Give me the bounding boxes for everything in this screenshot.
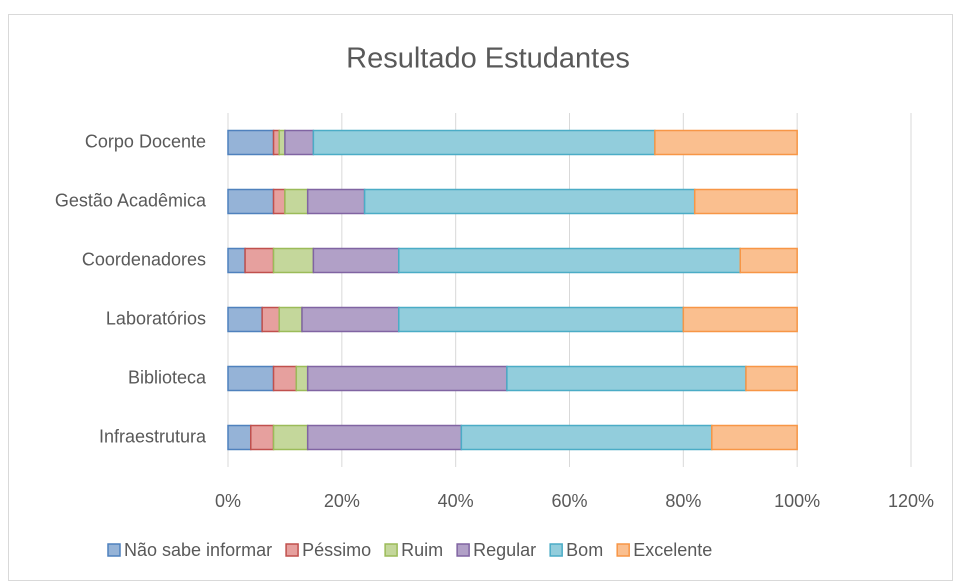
bar-segment xyxy=(398,306,685,333)
legend-label: Péssimo xyxy=(302,540,371,560)
bar-segment xyxy=(227,247,246,274)
x-tick-label: 20% xyxy=(324,491,360,511)
legend-label: Excelente xyxy=(633,540,712,560)
bar-segment xyxy=(227,306,263,333)
x-tick-label: 120% xyxy=(888,491,934,511)
legend-swatch xyxy=(456,543,470,557)
bar-segment xyxy=(306,424,463,451)
bar-segment xyxy=(301,306,400,333)
y-tick-label: Coordenadores xyxy=(82,249,206,269)
legend-label: Ruim xyxy=(401,540,443,560)
x-tick-label: 80% xyxy=(665,491,701,511)
bar-segment xyxy=(711,424,798,451)
legend-label: Bom xyxy=(566,540,603,560)
bar-segment xyxy=(398,247,741,274)
x-tick-label: 0% xyxy=(215,491,241,511)
bar-segment xyxy=(284,129,315,156)
y-tick-label: Laboratórios xyxy=(106,308,206,328)
bar-segment xyxy=(227,424,252,451)
legend-swatch xyxy=(107,543,121,557)
x-tick-label: 60% xyxy=(551,491,587,511)
bar-segment xyxy=(693,188,798,215)
bar-segment xyxy=(272,188,286,215)
bar-segment xyxy=(272,424,309,451)
legend-label: Não sabe informar xyxy=(124,540,272,560)
chart-frame xyxy=(8,14,953,581)
legend-swatch xyxy=(616,543,630,557)
y-tick-label: Corpo Docente xyxy=(85,131,206,151)
bar-segment xyxy=(272,129,280,156)
bar-segment xyxy=(272,365,298,392)
y-tick-label: Gestão Acadêmica xyxy=(55,190,207,210)
bar-segment xyxy=(739,247,798,274)
bar-segment xyxy=(654,129,798,156)
x-tick-label: 100% xyxy=(774,491,820,511)
bar-segment xyxy=(363,188,696,215)
legend-swatch xyxy=(384,543,398,557)
bar-segment xyxy=(278,129,286,156)
bar-segment xyxy=(312,129,656,156)
bar-segment xyxy=(278,306,303,333)
y-tick-label: Biblioteca xyxy=(128,367,207,387)
bar-segment xyxy=(227,129,275,156)
bar-segment xyxy=(295,365,309,392)
bar-segment xyxy=(745,365,798,392)
legend-swatch xyxy=(285,543,299,557)
chart-title: Resultado Estudantes xyxy=(346,43,630,75)
bar-segment xyxy=(272,247,315,274)
bar-segment xyxy=(460,424,713,451)
bar-segment xyxy=(284,188,309,215)
bar-segment xyxy=(682,306,798,333)
bar-segment xyxy=(312,247,400,274)
bar-segment xyxy=(306,365,508,392)
x-tick-label: 40% xyxy=(438,491,474,511)
legend-swatch xyxy=(549,543,563,557)
bar-segment xyxy=(227,365,275,392)
legend-label: Regular xyxy=(473,540,536,560)
bar-segment xyxy=(227,188,275,215)
bar-segment xyxy=(244,247,275,274)
bar-segment xyxy=(250,424,275,451)
y-tick-label: Infraestrutura xyxy=(99,426,207,446)
bar-segment xyxy=(261,306,280,333)
bar-segment xyxy=(506,365,747,392)
bar-segment xyxy=(306,188,366,215)
